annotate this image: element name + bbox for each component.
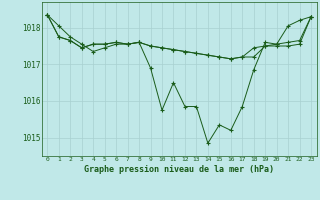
X-axis label: Graphe pression niveau de la mer (hPa): Graphe pression niveau de la mer (hPa) [84, 165, 274, 174]
